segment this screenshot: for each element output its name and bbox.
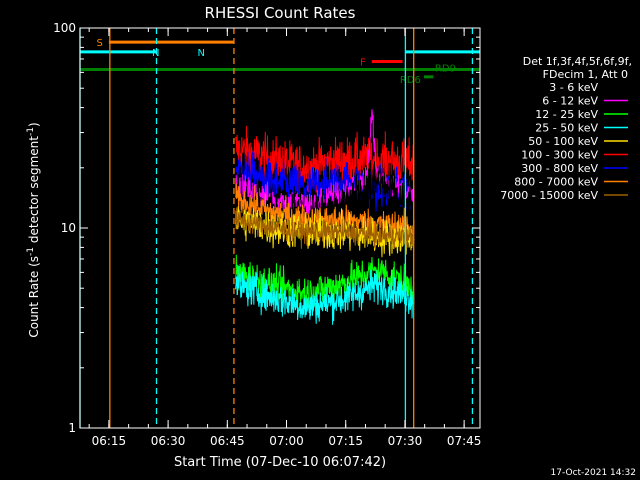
y-axis-label-sup1: -1 (26, 247, 36, 256)
legend-label-8: 7000 - 15000 keV (500, 189, 598, 202)
interval-label-0: S (97, 38, 103, 49)
legend: Det 1f,3f,4f,5f,6f,9f, FDecim 1, Att 0 3… (500, 55, 632, 202)
legend-label-5: 100 - 300 keV (521, 149, 598, 162)
x-tick-label-3: 07:00 (269, 434, 304, 448)
x-tick-label-6: 07:45 (447, 434, 482, 448)
y-axis-label-end: ) (27, 122, 41, 127)
series-line-6 (235, 207, 415, 249)
x-tick-label-4: 07:15 (328, 434, 363, 448)
y-axis-label-main: Count Rate (s (27, 256, 41, 338)
legend-label-4: 50 - 100 keV (528, 135, 598, 148)
y-axis-label: Count Rate (s-1 detector segment-1) (26, 122, 41, 337)
y-tick-label-0: 1 (68, 421, 76, 435)
y-tick-label-1: 10 (61, 221, 76, 235)
x-tick-label-0: 06:15 (92, 434, 127, 448)
chart-title: RHESSI Count Rates (205, 4, 356, 22)
legend-label-6: 300 - 800 keV (521, 162, 598, 175)
series-line-4 (235, 183, 415, 244)
y-axis-label-sup2: -1 (26, 127, 36, 136)
x-tick-label-1: 06:30 (151, 434, 186, 448)
interval-label-2: N (197, 48, 204, 59)
interval-label-4: RD6 (400, 75, 421, 86)
legend-label-0: 3 - 6 keV (549, 81, 598, 94)
y-axis-label-mid: detector segment (27, 136, 41, 247)
series-line-0 (235, 125, 415, 195)
plot-area (235, 109, 415, 325)
y-tick-label-2: 100 (53, 21, 76, 35)
legend-label-3: 25 - 50 keV (535, 122, 598, 135)
legend-label-1: 6 - 12 keV (542, 95, 598, 108)
interval-label-3: F (360, 57, 366, 68)
footer-timestamp: 17-Oct-2021 14:32 (551, 468, 636, 478)
series-line-1 (235, 151, 415, 214)
axes: 06:15 06:30 06:45 07:00 07:15 07:30 07:45 1 10 10… (53, 21, 481, 448)
series-line-8 (235, 264, 415, 325)
x-tick-label-2: 06:45 (210, 434, 245, 448)
x-tick-label-5: 07:30 (388, 434, 423, 448)
legend-label-7: 800 - 7000 keV (514, 176, 598, 189)
legend-header-line-1: Det 1f,3f,4f,5f,6f,9f, (523, 55, 632, 68)
legend-header-line-2: FDecim 1, Att 0 (543, 68, 628, 81)
x-axis-label: Start Time (07-Dec-10 06:07:42) (174, 455, 386, 470)
legend-label-2: 12 - 25 keV (535, 108, 598, 121)
interval-label-1: N (152, 48, 159, 59)
